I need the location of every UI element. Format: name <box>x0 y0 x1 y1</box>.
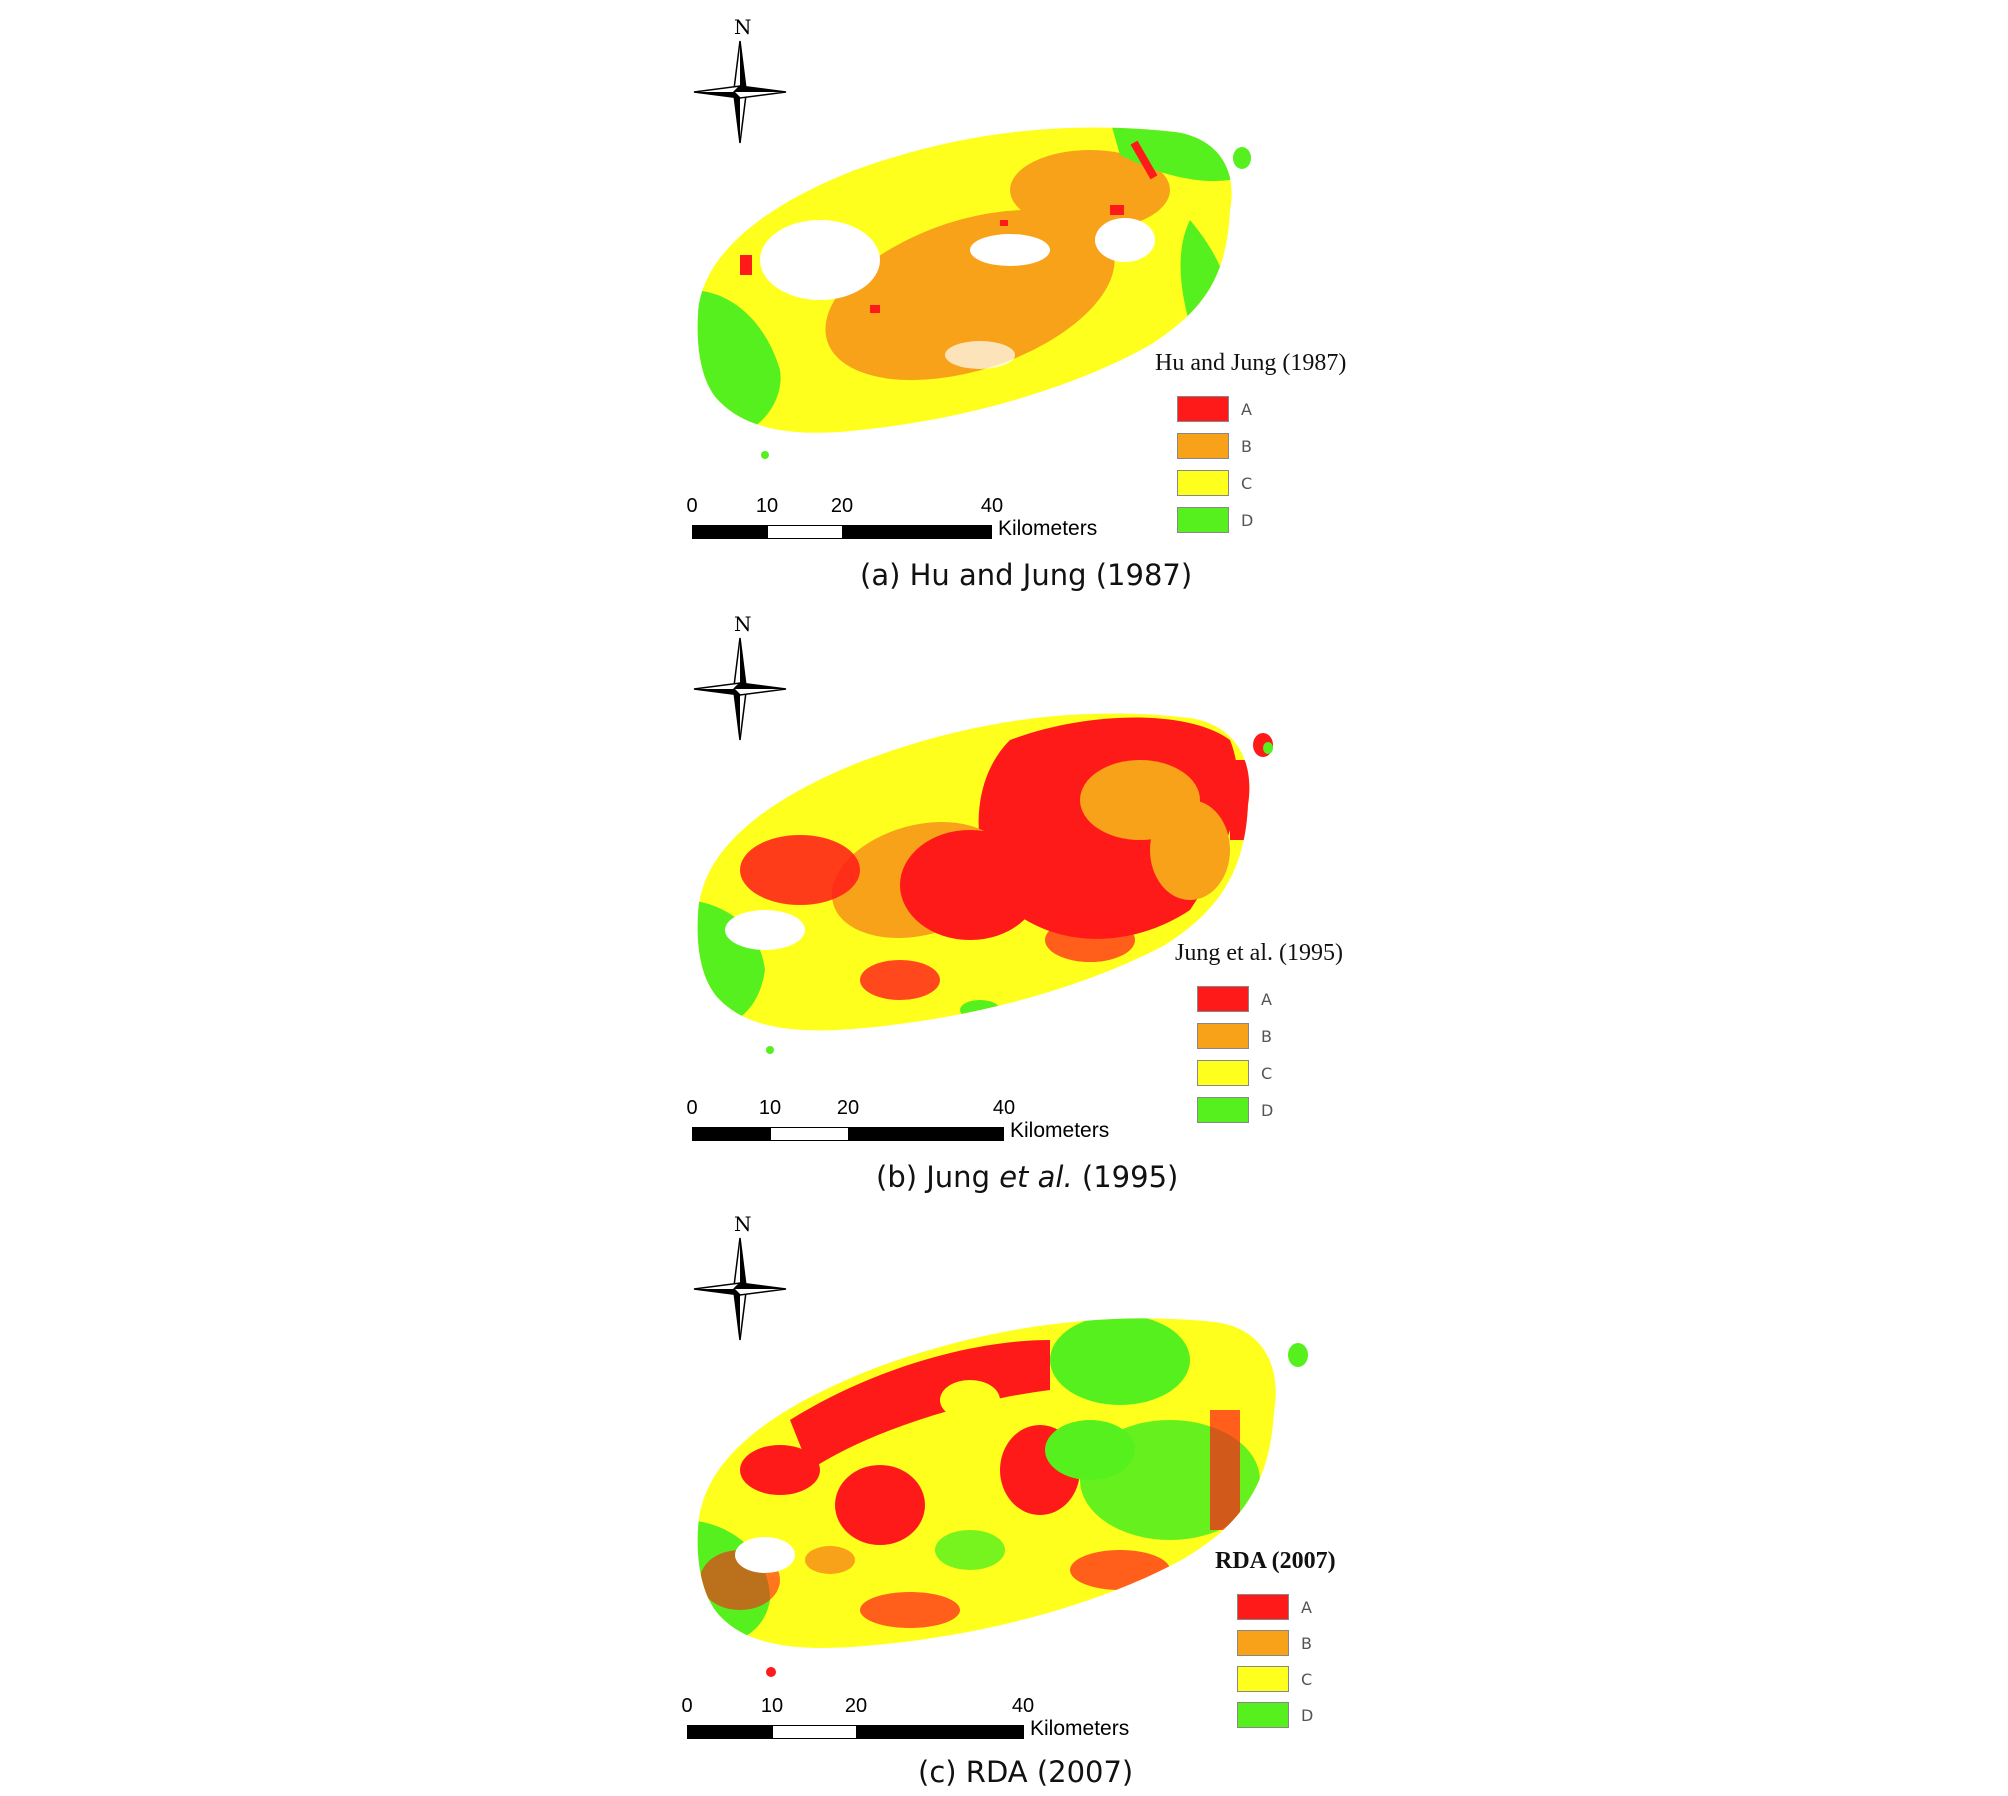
scale-unit-label: Kilometers <box>998 517 1098 540</box>
legend-title: Jung et al. (1995) <box>1175 940 1343 966</box>
scale-tick: 0 <box>686 1097 698 1119</box>
scale-tick: 0 <box>686 495 698 517</box>
scale-bar-b: 0 10 20 40 Kilometers <box>680 1097 1140 1157</box>
scale-unit-label: Kilometers <box>1010 1119 1110 1142</box>
north-label: N <box>734 15 752 39</box>
legend-swatch-c <box>1237 1666 1289 1692</box>
legend-item-a: A <box>1197 986 1272 1012</box>
legend-swatch-d <box>1177 507 1229 533</box>
scale-tick: 10 <box>758 1097 782 1119</box>
figure-caption-b: (b) Jung et al. (1995) <box>876 1160 1179 1194</box>
legend-item-d: D <box>1237 1702 1313 1728</box>
north-arrow-icon: N <box>690 612 790 742</box>
island-map-c <box>697 1318 1308 1677</box>
legend-swatch-d <box>1237 1702 1289 1728</box>
scale-tick: 40 <box>1011 1695 1035 1717</box>
legend-a: Hu and Jung (1987) A B C D <box>1155 350 1375 540</box>
scale-tick: 40 <box>980 495 1004 517</box>
north-arrow-icon: N <box>690 1212 790 1342</box>
scale-tick: 20 <box>844 1695 868 1717</box>
legend-item-c: C <box>1197 1060 1272 1086</box>
legend-label-c: C <box>1301 1669 1313 1689</box>
figure-caption-a: (a) Hu and Jung (1987) <box>860 558 1193 592</box>
legend-item-d: D <box>1197 1097 1273 1123</box>
north-label: N <box>734 612 752 636</box>
north-label: N <box>734 1212 752 1236</box>
legend-item-c: C <box>1177 470 1252 496</box>
legend-swatch-b <box>1197 1023 1249 1049</box>
scale-tick: 0 <box>681 1695 693 1717</box>
legend-swatch-a <box>1177 396 1229 422</box>
legend-item-b: B <box>1197 1023 1272 1049</box>
map-panel-b: N <box>0 600 2008 1200</box>
legend-item-c: C <box>1237 1666 1312 1692</box>
legend-title: RDA (2007) <box>1215 1548 1336 1574</box>
legend-item-a: A <box>1177 396 1252 422</box>
north-arrow-icon: N <box>690 15 790 145</box>
legend-swatch-d <box>1197 1097 1249 1123</box>
legend-label-a: A <box>1241 399 1252 419</box>
legend-label-d: D <box>1261 1100 1274 1120</box>
scale-tick: 40 <box>992 1097 1016 1119</box>
scale-tick: 10 <box>755 495 779 517</box>
scale-tick: 20 <box>830 495 854 517</box>
legend-swatch-b <box>1177 433 1229 459</box>
legend-label-d: D <box>1301 1705 1314 1725</box>
legend-label-a: A <box>1301 1597 1312 1617</box>
legend-swatch-b <box>1237 1630 1289 1656</box>
island-map-a <box>697 127 1251 459</box>
legend-label-b: B <box>1301 1633 1312 1653</box>
legend-label-c: C <box>1261 1063 1273 1083</box>
legend-swatch-c <box>1197 1060 1249 1086</box>
map-panel-a: N <box>0 0 2008 600</box>
legend-item-b: B <box>1177 433 1252 459</box>
island-map-b <box>697 713 1273 1054</box>
figure-caption-c: (c) RDA (2007) <box>918 1755 1134 1789</box>
legend-swatch-a <box>1237 1594 1289 1620</box>
legend-label-a: A <box>1261 989 1272 1009</box>
scale-bar-c: 0 10 20 40 Kilometers <box>675 1695 1155 1755</box>
legend-label-d: D <box>1241 510 1254 530</box>
legend-swatch-a <box>1197 986 1249 1012</box>
legend-b: Jung et al. (1995) A B C D <box>1175 940 1395 1130</box>
legend-item-a: A <box>1237 1594 1312 1620</box>
scale-bar-a: 0 10 20 40 Kilometers <box>680 495 1120 555</box>
legend-item-b: B <box>1237 1630 1312 1656</box>
legend-title: Hu and Jung (1987) <box>1155 350 1347 376</box>
legend-label-b: B <box>1241 436 1252 456</box>
scale-tick: 20 <box>836 1097 860 1119</box>
map-panel-c: N <box>0 1200 2008 1796</box>
legend-item-d: D <box>1177 507 1253 533</box>
legend-label-b: B <box>1261 1026 1272 1046</box>
scale-tick: 10 <box>760 1695 784 1717</box>
legend-label-c: C <box>1241 473 1253 493</box>
scale-unit-label: Kilometers <box>1030 1717 1130 1740</box>
legend-c: RDA (2007) A B C D <box>1215 1548 1435 1738</box>
legend-swatch-c <box>1177 470 1229 496</box>
